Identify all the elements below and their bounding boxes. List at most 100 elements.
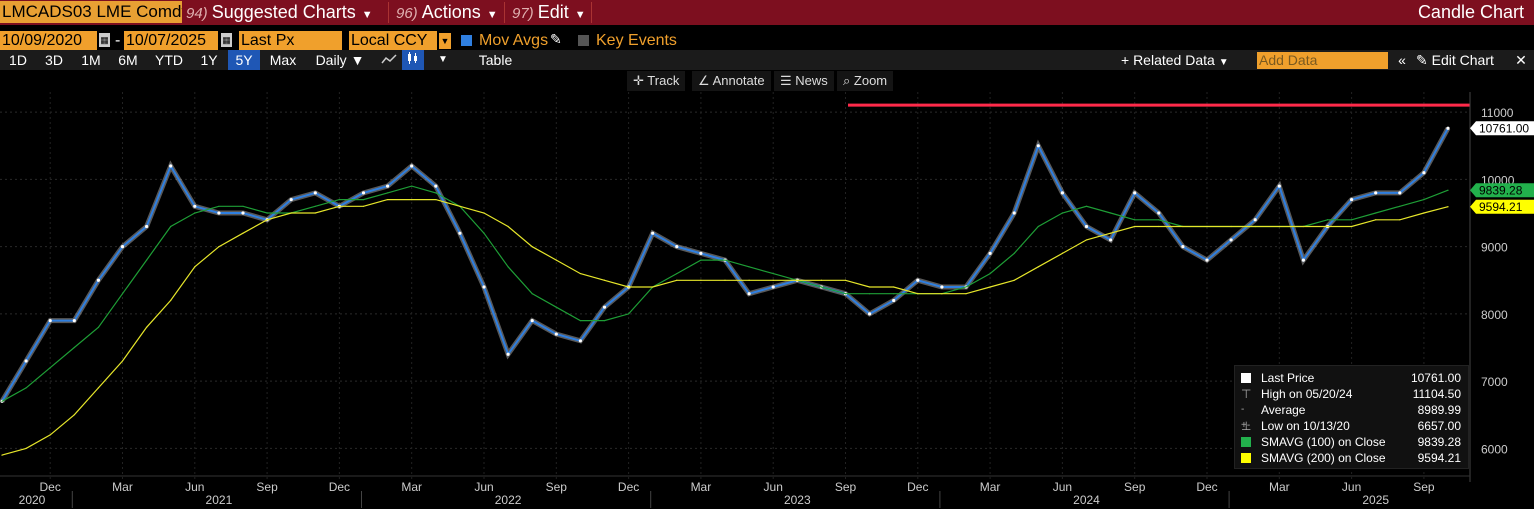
edit-menu[interactable]: 97) Edit ▼ (512, 0, 586, 25)
data-point (217, 211, 221, 215)
price-tag: 9594.21 (1470, 199, 1534, 214)
data-point (1350, 197, 1354, 202)
suggested-charts-menu[interactable]: 94) Suggested Charts ▼ (186, 0, 373, 25)
data-point (1229, 238, 1233, 242)
field-selector[interactable]: Last Px (239, 31, 342, 51)
chart-legend: Last Price 10761.00 ⊤ High on 05/20/24 1110… (1234, 365, 1469, 469)
data-point (844, 293, 847, 295)
data-point (435, 198, 437, 201)
mov-avgs-label[interactable]: Mov Avgs (479, 32, 549, 49)
legend-value: 8989.99 (1417, 403, 1461, 417)
frequency-dropdown[interactable]: Daily ▼ (306, 50, 374, 70)
add-data-input[interactable]: Add Data (1257, 52, 1388, 69)
news-label: News (795, 73, 828, 88)
legend-swatch (1241, 453, 1251, 463)
series-line (1, 127, 1449, 402)
related-data-dropdown[interactable]: + Related Data ▼ (1121, 50, 1245, 70)
chart-style-dropdown[interactable]: ▼ (438, 54, 448, 65)
legend-average: -+- Average 8989.99 (1241, 402, 1463, 431)
period-1d-button[interactable]: 1D (9, 52, 27, 68)
data-point (72, 319, 76, 323)
candle-chart-icon[interactable] (402, 50, 424, 70)
collapse-double-chevron-icon[interactable]: « (1398, 52, 1406, 68)
annotate-icon: ∠ (698, 73, 710, 88)
low-marker-icon: ⊥ (1241, 419, 1252, 433)
data-point (530, 319, 534, 323)
price-tags: 10761.00 9839.28 9594.21 (1470, 121, 1534, 214)
period-3d-button[interactable]: 3D (45, 52, 63, 68)
x-tick-label: Dec (618, 480, 639, 494)
y-tick-label: 11000 (1481, 106, 1514, 120)
start-date-field[interactable]: 10/09/2020 (0, 31, 97, 51)
data-point (603, 320, 606, 322)
mov-avgs-checkbox[interactable] (461, 35, 472, 46)
end-date-field[interactable]: 10/07/2025 (124, 31, 218, 51)
track-tool[interactable]: ✛ Track (627, 71, 686, 91)
menu-label: Suggested Charts (211, 2, 356, 22)
legend-label: Low on 10/13/20 (1261, 419, 1350, 433)
news-tool[interactable]: ☰ News (774, 71, 834, 91)
legend-label: SMAVG (200) on Close (1261, 451, 1386, 465)
security-ticker-field[interactable]: LMCADS03 LME Comdty (0, 1, 182, 23)
period-5y-button[interactable]: 5Y (228, 50, 260, 70)
table-button[interactable]: Table (478, 52, 513, 68)
annotate-label: Annotate (712, 73, 765, 88)
menu-number: 96) (396, 5, 418, 22)
calendar-icon[interactable]: ▦ (99, 33, 110, 47)
dropdown-arrow-icon[interactable]: ▼ (439, 33, 451, 49)
x-tick-label: Dec (907, 480, 928, 494)
data-point (700, 259, 702, 261)
data-point (820, 286, 823, 288)
legend-last-price: Last Price 10761.00 (1241, 370, 1463, 386)
x-tick-label: Dec (1196, 480, 1217, 494)
data-point (676, 279, 678, 281)
period-ytd-button[interactable]: YTD (155, 52, 183, 68)
legend-value: 9839.28 (1417, 435, 1461, 449)
period-1y-button[interactable]: 1Y (200, 52, 218, 68)
data-point (435, 192, 437, 194)
price-candles-band (0, 127, 1451, 403)
edit-chart-button[interactable]: ✎ Edit Chart (1416, 50, 1512, 70)
data-point (628, 286, 630, 288)
data-point (772, 272, 774, 275)
data-point (483, 212, 485, 214)
x-tick-label: Mar (401, 480, 422, 494)
pencil-icon[interactable]: ✎ (550, 31, 562, 47)
key-events-label[interactable]: Key Events (596, 32, 677, 49)
period-max-button[interactable]: Max (269, 52, 297, 68)
zoom-tool[interactable]: ⌕ Zoom (837, 71, 894, 91)
data-point (1110, 212, 1112, 214)
data-point (121, 360, 124, 362)
data-point (97, 326, 99, 328)
divider (504, 2, 505, 23)
close-icon[interactable]: ✕ (1515, 52, 1527, 68)
data-point (555, 259, 557, 261)
key-events-checkbox[interactable] (578, 35, 589, 46)
caret-down-icon: ▼ (486, 9, 498, 21)
line-chart-icon[interactable] (378, 50, 400, 70)
period-1m-button[interactable]: 1M (81, 52, 101, 68)
calendar-icon[interactable]: ▦ (221, 33, 232, 47)
data-point (1399, 219, 1401, 221)
data-point (25, 387, 27, 389)
data-point (1037, 225, 1039, 228)
data-point (49, 434, 51, 436)
data-point (313, 191, 317, 195)
x-tick-label: Jun (474, 480, 493, 494)
data-point (266, 219, 268, 221)
data-point (386, 184, 390, 188)
annotate-tool[interactable]: ∠ Annotate (692, 71, 771, 91)
data-point (266, 212, 268, 214)
currency-selector[interactable]: Local CCY (349, 31, 437, 51)
actions-menu[interactable]: 96) Actions ▼ (396, 0, 498, 25)
chart-grid (0, 92, 1470, 482)
data-point (869, 286, 871, 288)
data-point (1134, 219, 1136, 221)
period-6m-button[interactable]: 6M (118, 52, 138, 68)
date-range-dash: - (115, 32, 121, 49)
series-line (1, 185, 1449, 402)
y-tick-label: 6000 (1481, 442, 1508, 456)
data-point (1037, 266, 1039, 268)
